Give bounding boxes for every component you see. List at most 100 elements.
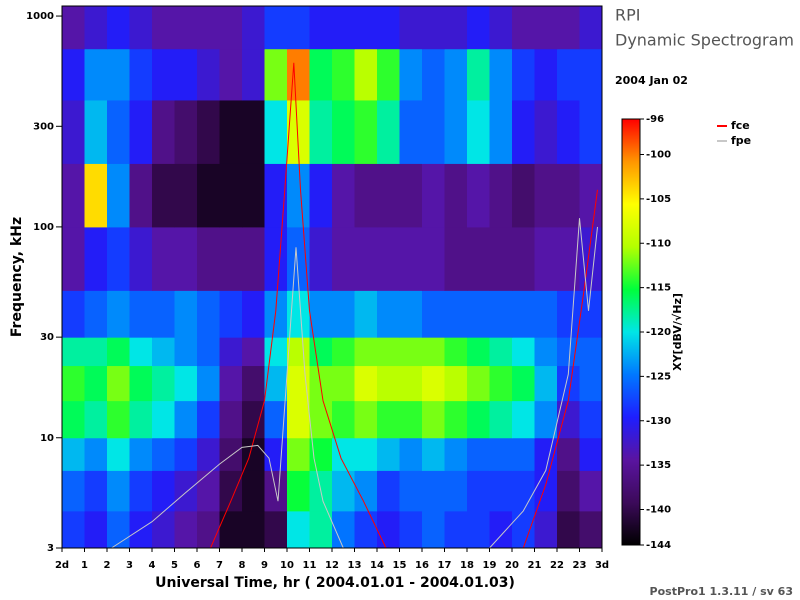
heatmap-cell bbox=[174, 400, 198, 439]
heatmap-cell bbox=[444, 163, 468, 228]
heatmap-cell bbox=[354, 437, 378, 471]
heatmap-cell bbox=[197, 337, 220, 367]
heatmap-cell bbox=[399, 226, 423, 291]
heatmap-cell bbox=[242, 470, 265, 512]
heatmap-cell bbox=[174, 6, 198, 50]
heatmap-cell bbox=[242, 400, 265, 439]
heatmap-cell bbox=[219, 6, 243, 50]
colorbar-tick-label: -120 bbox=[646, 327, 671, 338]
heatmap-cell bbox=[152, 510, 175, 549]
heatmap-cell bbox=[197, 365, 220, 402]
x-tick-label: 10 bbox=[280, 560, 294, 571]
heatmap-cell bbox=[579, 510, 603, 549]
colorbar-tick-label: -100 bbox=[646, 150, 671, 161]
heatmap-cell bbox=[534, 99, 558, 164]
heatmap-cell bbox=[152, 470, 175, 512]
x-tick-label: 2 bbox=[104, 560, 111, 571]
heatmap-cell bbox=[84, 400, 108, 439]
heatmap-cell bbox=[152, 365, 175, 402]
plot-area bbox=[62, 6, 603, 549]
heatmap-cell bbox=[399, 510, 423, 549]
heatmap-cell bbox=[84, 99, 108, 164]
heatmap-cell bbox=[444, 99, 468, 164]
heatmap-cell bbox=[84, 48, 108, 101]
heatmap-cell bbox=[197, 400, 220, 439]
heatmap-cell bbox=[62, 163, 85, 228]
heatmap-cell bbox=[489, 48, 513, 101]
heatmap-cell bbox=[84, 337, 108, 367]
heatmap-cell bbox=[354, 470, 378, 512]
heatmap-cell bbox=[287, 163, 310, 228]
heatmap-cell bbox=[107, 290, 130, 338]
heatmap-cell bbox=[197, 470, 220, 512]
heatmap-cell bbox=[84, 226, 108, 291]
heatmap-cell bbox=[512, 400, 535, 439]
heatmap-cell bbox=[62, 48, 85, 101]
heatmap-cell bbox=[377, 400, 400, 439]
heatmap-cell bbox=[264, 337, 288, 367]
heatmap-cell bbox=[332, 400, 355, 439]
heatmap-cell bbox=[332, 163, 355, 228]
heatmap-cell bbox=[467, 337, 490, 367]
footer: PostPro1 1.3.11 / sv 63 bbox=[650, 585, 793, 598]
heatmap-cell bbox=[489, 337, 513, 367]
heatmap-cell bbox=[512, 470, 535, 512]
heatmap-cell bbox=[84, 163, 108, 228]
heatmap-cell bbox=[377, 290, 400, 338]
heatmap-cell bbox=[219, 99, 243, 164]
chart-title: RPI bbox=[615, 6, 640, 25]
heatmap-cell bbox=[219, 470, 243, 512]
heatmap-cell bbox=[62, 437, 85, 471]
heatmap-cell bbox=[467, 6, 490, 50]
x-tick-label: 22 bbox=[550, 560, 564, 571]
heatmap-cell bbox=[579, 337, 603, 367]
heatmap-cell bbox=[129, 99, 153, 164]
heatmap-cell bbox=[354, 400, 378, 439]
heatmap-cell bbox=[309, 365, 333, 402]
heatmap-cell bbox=[84, 365, 108, 402]
y-tick-label: 30 bbox=[40, 332, 54, 343]
heatmap-cell bbox=[219, 365, 243, 402]
x-tick-label: 7 bbox=[216, 560, 223, 571]
x-tick-label: 13 bbox=[348, 560, 362, 571]
x-tick-label: 15 bbox=[393, 560, 407, 571]
heatmap-cell bbox=[332, 99, 355, 164]
heatmap-cell bbox=[467, 48, 490, 101]
heatmap-cell bbox=[242, 337, 265, 367]
heatmap-cell bbox=[534, 510, 558, 549]
heatmap-cell bbox=[422, 437, 445, 471]
heatmap-cell bbox=[62, 400, 85, 439]
heatmap-cell bbox=[242, 365, 265, 402]
heatmap-cell bbox=[152, 99, 175, 164]
heatmap-cell bbox=[444, 470, 468, 512]
heatmap-cell bbox=[309, 6, 333, 50]
heatmap-cell bbox=[354, 337, 378, 367]
heatmap-cell bbox=[399, 400, 423, 439]
colorbar-tick-label: -125 bbox=[646, 371, 671, 382]
heatmap-cell bbox=[422, 337, 445, 367]
heatmap-cell bbox=[264, 400, 288, 439]
heatmap-cell bbox=[309, 290, 333, 338]
heatmap-cell bbox=[422, 400, 445, 439]
heatmap-cell bbox=[557, 437, 580, 471]
heatmap-cell bbox=[467, 290, 490, 338]
heatmap-cell bbox=[264, 365, 288, 402]
y-tick-label: 3 bbox=[47, 543, 54, 554]
heatmap-cell bbox=[534, 6, 558, 50]
y-axis-label: Frequency, kHz bbox=[9, 217, 25, 337]
heatmap-cell bbox=[62, 226, 85, 291]
x-tick-label: 1 bbox=[81, 560, 88, 571]
heatmap-cell bbox=[579, 470, 603, 512]
heatmap-cell bbox=[197, 510, 220, 549]
heatmap-cell bbox=[62, 337, 85, 367]
heatmap-cell bbox=[242, 6, 265, 50]
heatmap-cell bbox=[129, 510, 153, 549]
heatmap-cell bbox=[399, 437, 423, 471]
x-tick-label: 12 bbox=[325, 560, 339, 571]
y-tick-label: 1000 bbox=[26, 11, 54, 22]
heatmap-cell bbox=[84, 290, 108, 338]
heatmap-cell bbox=[354, 6, 378, 50]
heatmap-cell bbox=[129, 163, 153, 228]
colorbar-tick-label: -96 bbox=[646, 114, 664, 125]
heatmap-cell bbox=[287, 437, 310, 471]
